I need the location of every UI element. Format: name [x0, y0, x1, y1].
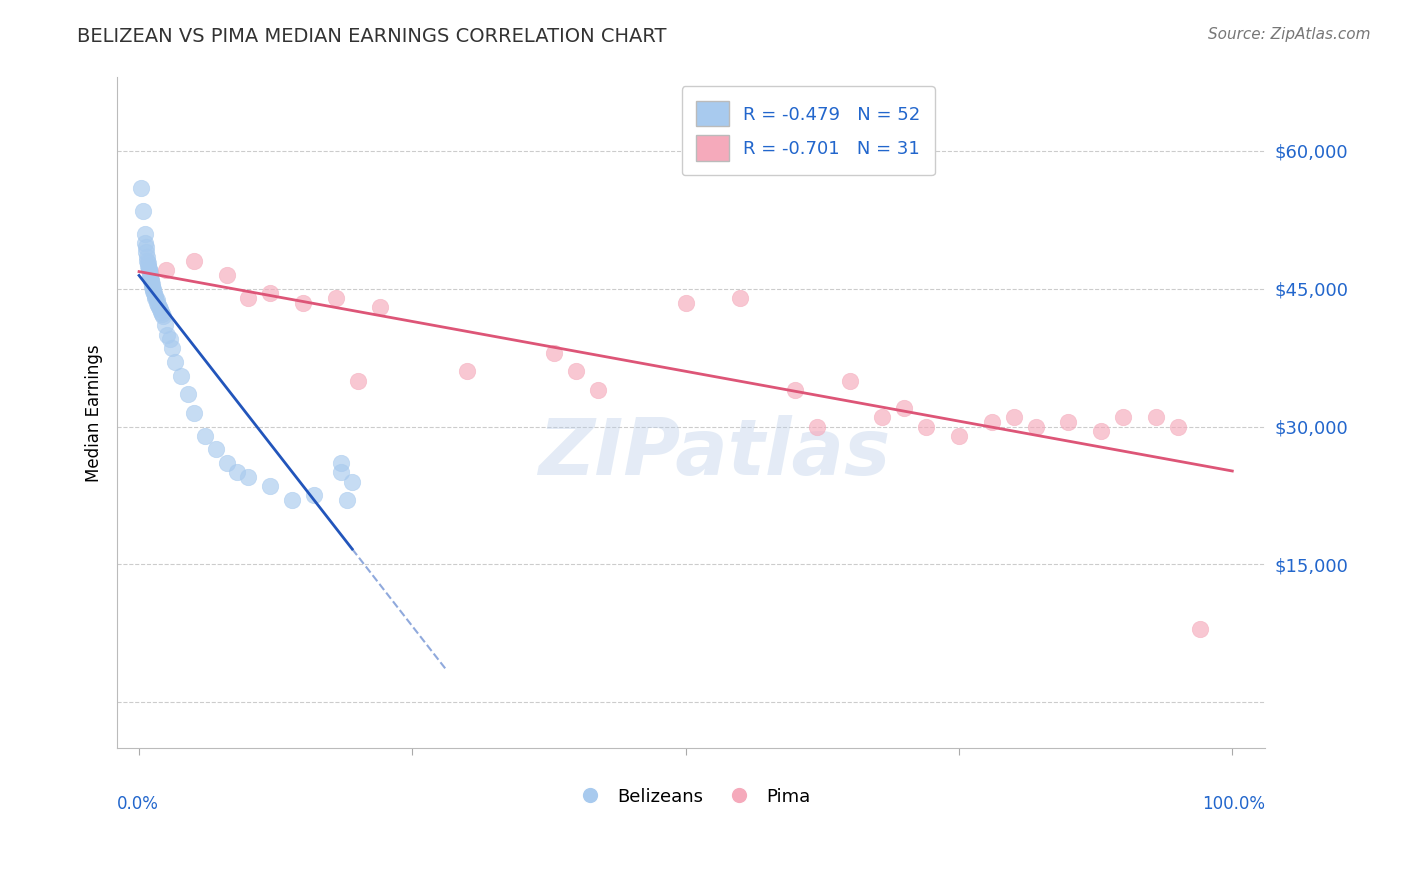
Point [259, 479, 281, 493]
Point [145, 289, 167, 303]
Point [281, 493, 304, 508]
Point [183, 254, 205, 268]
Point [226, 466, 249, 480]
Point [1112, 410, 1135, 425]
Point [872, 410, 894, 425]
Legend: Belizeans, Pima: Belizeans, Pima [565, 780, 818, 813]
Point [675, 295, 697, 310]
Point [1144, 410, 1167, 425]
Point [139, 270, 162, 285]
Point [194, 428, 217, 442]
Point [141, 280, 163, 294]
Point [806, 419, 828, 434]
Point [292, 295, 315, 310]
Point [149, 301, 172, 316]
Point [145, 293, 167, 307]
Point [156, 327, 179, 342]
Point [159, 332, 181, 346]
Point [730, 291, 752, 305]
Point [1090, 424, 1112, 438]
Point [980, 415, 1002, 429]
Point [238, 470, 260, 484]
Point [139, 265, 162, 279]
Point [139, 274, 162, 288]
Point [215, 268, 238, 282]
Point [146, 298, 169, 312]
Point [1167, 419, 1189, 434]
Point [543, 346, 565, 360]
Point [204, 442, 226, 457]
Point [138, 263, 160, 277]
Point [141, 277, 163, 292]
Point [456, 364, 478, 378]
Point [915, 419, 938, 434]
Point [138, 261, 160, 276]
Text: 100.0%: 100.0% [1202, 795, 1265, 813]
Point [136, 259, 159, 273]
Point [152, 310, 174, 324]
Y-axis label: Median Earnings: Median Earnings [86, 344, 103, 482]
Point [165, 355, 187, 369]
Point [336, 493, 359, 508]
Point [139, 272, 162, 286]
Point [150, 308, 173, 322]
Point [1002, 410, 1025, 425]
Point [139, 268, 162, 282]
Point [1024, 419, 1046, 434]
Point [145, 295, 167, 310]
Point [838, 374, 860, 388]
Point [586, 383, 609, 397]
Point [134, 227, 156, 241]
Point [148, 300, 170, 314]
Point [143, 286, 166, 301]
Point [893, 401, 915, 416]
Point [215, 456, 238, 470]
Point [1188, 622, 1211, 636]
Text: BELIZEAN VS PIMA MEDIAN EARNINGS CORRELATION CHART: BELIZEAN VS PIMA MEDIAN EARNINGS CORRELA… [77, 27, 666, 45]
Point [948, 428, 970, 442]
Point [368, 300, 391, 314]
Point [169, 369, 191, 384]
Point [346, 374, 368, 388]
Point [1057, 415, 1080, 429]
Point [132, 203, 155, 218]
Point [142, 284, 165, 298]
Point [135, 240, 157, 254]
Point [136, 256, 159, 270]
Point [135, 254, 157, 268]
Point [129, 180, 152, 194]
Point [155, 263, 177, 277]
Point [183, 406, 205, 420]
Text: Source: ZipAtlas.com: Source: ZipAtlas.com [1208, 27, 1371, 42]
Point [155, 318, 177, 333]
Point [177, 387, 200, 401]
Point [783, 383, 806, 397]
Point [325, 291, 347, 305]
Point [238, 291, 260, 305]
Point [145, 291, 167, 305]
Text: 0.0%: 0.0% [117, 795, 159, 813]
Point [259, 286, 281, 301]
Point [135, 250, 157, 264]
Point [565, 364, 588, 378]
Point [160, 342, 183, 356]
Point [142, 282, 165, 296]
Text: ZIPatlas: ZIPatlas [538, 415, 890, 491]
Point [149, 304, 172, 318]
Point [302, 488, 325, 502]
Point [342, 475, 364, 489]
Point [330, 466, 353, 480]
Point [135, 244, 157, 259]
Point [330, 456, 353, 470]
Point [134, 235, 156, 250]
